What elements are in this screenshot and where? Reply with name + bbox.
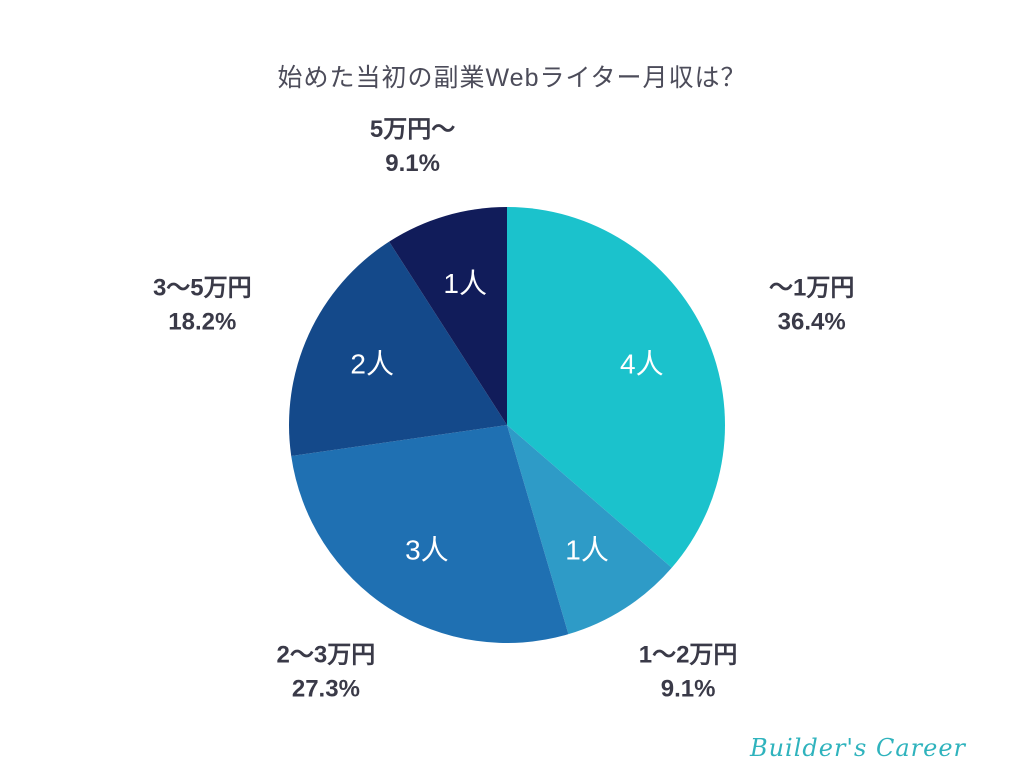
pie-count-label-1-to-2man: 1人 (565, 535, 609, 566)
pie-outer-label-under-1man: ～1万円 36.4% (769, 275, 854, 336)
pie-percent-label-3-to-5man: 18.2% (168, 309, 236, 336)
pie-outer-label-2-to-3man: 2～3万円 27.3% (277, 642, 376, 703)
pie-count-label-3-to-5man: 2人 (350, 348, 394, 379)
brand-logo-text: Builder's Career (749, 734, 966, 762)
pie-slice-under-1man (507, 207, 725, 568)
pie-outer-label-3-to-5man: 3～5万円 18.2% (153, 275, 252, 336)
pie-category-label-1-to-2man: 1～2万円 (639, 642, 738, 669)
pie-count-label-under-1man: 4人 (620, 348, 664, 379)
pie-category-label-under-1man: ～1万円 (769, 275, 854, 302)
pie-percent-label-over-5man: 9.1% (385, 150, 440, 177)
chart-title: 始めた当初の副業Webライター月収は？ (277, 64, 747, 92)
pie-percent-label-under-1man: 36.4% (778, 309, 846, 336)
pie-slice-3-to-5man (289, 241, 507, 457)
pie-outer-label-over-5man: 5万円～ 9.1% (370, 116, 455, 177)
pie-slice-2-to-3man (291, 425, 569, 644)
pie-slice-1-to-2man (507, 425, 672, 635)
pie-percent-label-2-to-3man: 27.3% (292, 676, 360, 703)
pie-count-label-2-to-3man: 3人 (405, 535, 449, 566)
pie-outer-label-1-to-2man: 1～2万円 9.1% (639, 642, 738, 703)
pie-category-label-over-5man: 5万円～ (370, 116, 455, 143)
pie-count-label-over-5man: 1人 (443, 268, 487, 299)
pie-percent-label-1-to-2man: 9.1% (661, 676, 716, 703)
pie-category-label-2-to-3man: 2～3万円 (277, 642, 376, 669)
pie-category-label-3-to-5man: 3～5万円 (153, 275, 252, 302)
pie-slice-over-5man (389, 207, 507, 425)
